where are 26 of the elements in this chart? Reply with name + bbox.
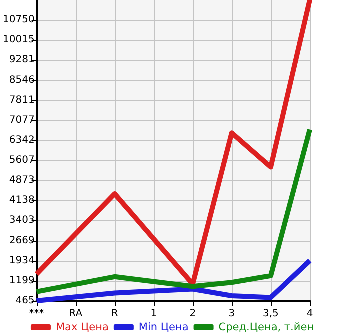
y-tick-label: 6342 (9, 134, 35, 146)
y-tick-label: 4138 (9, 195, 35, 206)
x-tick-label: 1 (150, 308, 158, 320)
y-tick-label: 4873 (9, 175, 35, 186)
y-tick-label: 465 (16, 296, 35, 306)
y-tick-label: 7077 (9, 114, 35, 126)
y-tick-label: 1199 (9, 275, 35, 286)
x-tick-label: *** (29, 308, 44, 320)
y-tick-label: 8546 (9, 74, 35, 86)
y-tick-label: 5607 (9, 155, 35, 166)
x-tick-label: 3 (228, 308, 236, 320)
legend-label: Сред.Цена, т.йен (218, 322, 314, 334)
y-tick-label: 7811 (9, 94, 35, 106)
legend-label: Min Цена (138, 322, 189, 334)
y-tick-label: 2669 (9, 235, 35, 246)
y-tick-label: 10750 (3, 14, 35, 26)
x-tick-label: RA (69, 308, 83, 320)
x-tick-label: 3,5 (263, 308, 279, 320)
x-tick-label: 4 (306, 308, 314, 320)
x-tick-label: R (111, 308, 118, 320)
y-tick-label: 10015 (3, 34, 35, 46)
x-tick-label: 2 (190, 308, 196, 320)
y-tick-label: 1934 (9, 255, 35, 266)
y-tick-label: 9281 (9, 54, 35, 66)
legend-label: Max Цена (56, 322, 109, 334)
y-tick-label: 3403 (9, 215, 35, 226)
